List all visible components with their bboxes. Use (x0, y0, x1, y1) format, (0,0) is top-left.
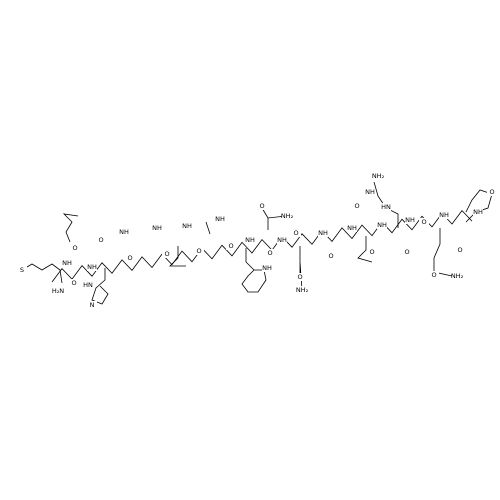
label-bg (87, 301, 97, 309)
label-bg (257, 202, 267, 210)
atom-label: O (297, 273, 302, 281)
label-bg (162, 250, 172, 258)
label-bg (53, 287, 63, 295)
atom-label: O (164, 250, 169, 258)
backbone (51, 209, 473, 283)
label-bg (365, 188, 375, 196)
atom-label: NH (87, 263, 97, 271)
label-bg (194, 247, 204, 255)
label-bg (381, 203, 391, 211)
atom-label: S (20, 266, 24, 274)
atom-label: NH₂ (451, 272, 464, 280)
label-bg (182, 222, 192, 230)
atom-label: O (71, 279, 76, 287)
atom-label: NH (365, 188, 375, 196)
label-bg (326, 252, 336, 260)
atom-label: NH (405, 216, 415, 224)
trp-side-chain (241, 248, 267, 293)
atom-label: NH (377, 221, 387, 229)
label-bg (352, 202, 362, 210)
his-side-chain (91, 268, 109, 305)
atom-label: O (228, 242, 233, 250)
label-bg (70, 244, 80, 252)
label-bg (297, 286, 307, 294)
atom-label: O (489, 188, 494, 196)
atom-label: O (354, 202, 359, 210)
met-side-chain (21, 263, 63, 284)
label-bg (62, 259, 72, 267)
atom-label: NH (318, 229, 328, 237)
atom-label: NH (277, 236, 287, 244)
label-bg (125, 254, 135, 262)
atom-label: NH (62, 259, 72, 267)
label-bg (295, 273, 305, 281)
label-bg (473, 208, 483, 216)
ala-side-chain (205, 221, 211, 235)
label-bg (226, 242, 236, 250)
leu2-side-chain (357, 236, 373, 263)
label-bg (373, 172, 383, 180)
label-bg (318, 229, 328, 237)
atom-label: NH₂ (281, 212, 294, 220)
label-bg (405, 216, 415, 224)
label-bg (87, 263, 97, 271)
atom-label: O (259, 202, 264, 210)
label-bg (429, 271, 439, 279)
atom-label: NH (119, 228, 129, 236)
atom-label: NH (152, 224, 162, 232)
atom-label: O (431, 271, 436, 279)
atom-label: O (328, 252, 333, 260)
label-bg (347, 224, 357, 232)
atom-label: HN (83, 281, 93, 289)
label-bg (487, 188, 497, 196)
label-bg (367, 248, 377, 256)
label-bg (291, 229, 301, 237)
atom-label: H₂N (52, 287, 64, 295)
atom-label: NH (347, 224, 357, 232)
atom-label: O (72, 244, 77, 252)
label-bg (282, 212, 292, 220)
label-bg (17, 266, 27, 274)
label-bg (119, 228, 129, 236)
label-bg (377, 221, 387, 229)
atom-label: NH (262, 264, 272, 272)
atom-label: NH (473, 208, 483, 216)
label-bg (262, 264, 272, 272)
label-bg (419, 218, 429, 226)
label-bg (452, 272, 462, 280)
atom-label: O (421, 218, 426, 226)
atom-label: NH₂ (296, 286, 309, 294)
atom-label: NH₂ (372, 172, 385, 180)
atom-label: NH (215, 215, 225, 223)
atom-label: HN (381, 203, 391, 211)
atom-label: O (457, 246, 462, 254)
leu-side-chain (62, 213, 79, 243)
label-bg (96, 236, 106, 244)
atom-label: N (90, 301, 95, 309)
atom-label: O (127, 254, 132, 262)
label-bg (215, 215, 225, 223)
atom-label: O (267, 249, 272, 257)
label-bg (455, 246, 465, 254)
atom-labels: SH₂NONHONHHNNONHONHONHONHONHONH₂NHOONHNH… (17, 172, 497, 309)
atom-label: O (293, 229, 298, 237)
label-bg (69, 279, 79, 287)
label-bg (277, 236, 287, 244)
label-bg (439, 211, 449, 219)
atom-label: O (196, 247, 201, 255)
label-bg (83, 281, 93, 289)
gln2-side-chain (433, 228, 453, 277)
atom-label: NH (439, 211, 449, 219)
atom-label: O (369, 248, 374, 256)
label-bg (152, 224, 162, 232)
label-bg (265, 249, 275, 257)
atom-label: O (404, 248, 409, 256)
atom-label: O (98, 236, 103, 244)
label-bg (402, 248, 412, 256)
atom-label: NH (245, 236, 255, 244)
label-bg (245, 236, 255, 244)
atom-label: NH (182, 222, 192, 230)
